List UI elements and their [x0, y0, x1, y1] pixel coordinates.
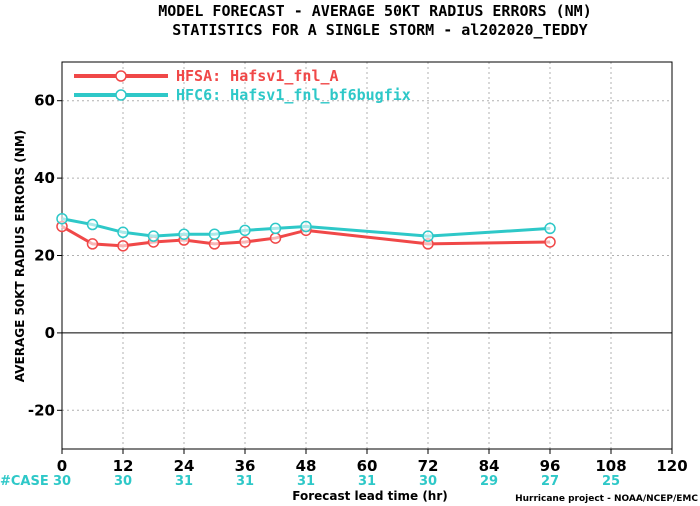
- data-point: [239, 224, 251, 237]
- data-point: [300, 220, 312, 233]
- case-count: 30: [53, 474, 71, 489]
- legend-marker-hfc6: [115, 89, 127, 101]
- x-tick-label: 108: [595, 457, 626, 475]
- data-point: [544, 222, 556, 235]
- x-tick-label: 72: [418, 457, 439, 475]
- data-point: [208, 238, 221, 250]
- case-count: 29: [480, 474, 498, 489]
- data-point: [56, 212, 68, 225]
- x-tick-label: 24: [174, 457, 195, 475]
- x-axis-label: Forecast lead time (hr): [292, 489, 448, 503]
- x-tick-label: 36: [235, 457, 256, 475]
- data-point: [178, 228, 190, 240]
- x-tick-label: 48: [296, 457, 317, 475]
- legend-marker-hfsa: [115, 70, 127, 82]
- legend-label-hfc6: HFC6: Hafsv1_fnl_bf6bugfix: [176, 86, 411, 104]
- data-point: [86, 238, 99, 250]
- case-count: 30: [419, 474, 437, 489]
- data-point: [269, 232, 282, 244]
- legend-label-hfsa: HFSA: Hafsv1_fnl_A: [176, 67, 339, 85]
- series-layer: [56, 212, 556, 252]
- case-count: 25: [602, 474, 620, 489]
- x-tick-label: 0: [57, 457, 67, 475]
- data-point: [147, 230, 160, 242]
- x-tick-label: 84: [479, 457, 500, 475]
- data-point: [239, 236, 251, 248]
- grid-layer: [62, 62, 672, 449]
- y-tick-label: 40: [34, 169, 55, 187]
- case-counts: 30 30 31 31 31 31 30 29 27 25: [53, 474, 620, 489]
- x-tick-label: 96: [540, 457, 561, 475]
- case-count: 31: [297, 474, 315, 489]
- data-point: [422, 230, 434, 242]
- y-tick-label: -20: [28, 401, 55, 419]
- y-tick-labels: 60 40 20 0 -20: [28, 92, 62, 419]
- data-point: [117, 240, 129, 252]
- data-point: [86, 218, 99, 231]
- chart-title: MODEL FORECAST - AVERAGE 50KT RADIUS ERR…: [158, 2, 591, 20]
- data-point: [544, 236, 556, 248]
- case-count: 31: [175, 474, 193, 489]
- chart-subtitle: STATISTICS FOR A SINGLE STORM - al202020…: [172, 21, 587, 39]
- data-point: [269, 222, 282, 235]
- y-axis-label: AVERAGE 50KT RADIUS ERRORS (NM): [13, 130, 27, 382]
- y-tick-label: 0: [45, 324, 55, 342]
- case-count: 31: [358, 474, 376, 489]
- case-label: #CASE: [0, 474, 49, 489]
- x-tick-label: 120: [656, 457, 687, 475]
- case-count: 30: [114, 474, 132, 489]
- data-point: [117, 226, 129, 239]
- credit-text: Hurricane project - NOAA/NCEP/EMC: [515, 494, 698, 504]
- x-tick-label: 60: [357, 457, 378, 475]
- data-point: [208, 228, 221, 240]
- y-tick-label: 20: [34, 247, 55, 265]
- x-tick-label: 12: [113, 457, 134, 475]
- legend: HFSA: Hafsv1_fnl_A HFC6: Hafsv1_fnl_bf6b…: [74, 67, 411, 104]
- y-tick-label: 60: [34, 92, 55, 110]
- x-tick-labels: 0 12 24 36 48 60 72 84 96 108 120: [57, 449, 688, 475]
- case-count: 31: [236, 474, 254, 489]
- case-count: 27: [541, 474, 559, 489]
